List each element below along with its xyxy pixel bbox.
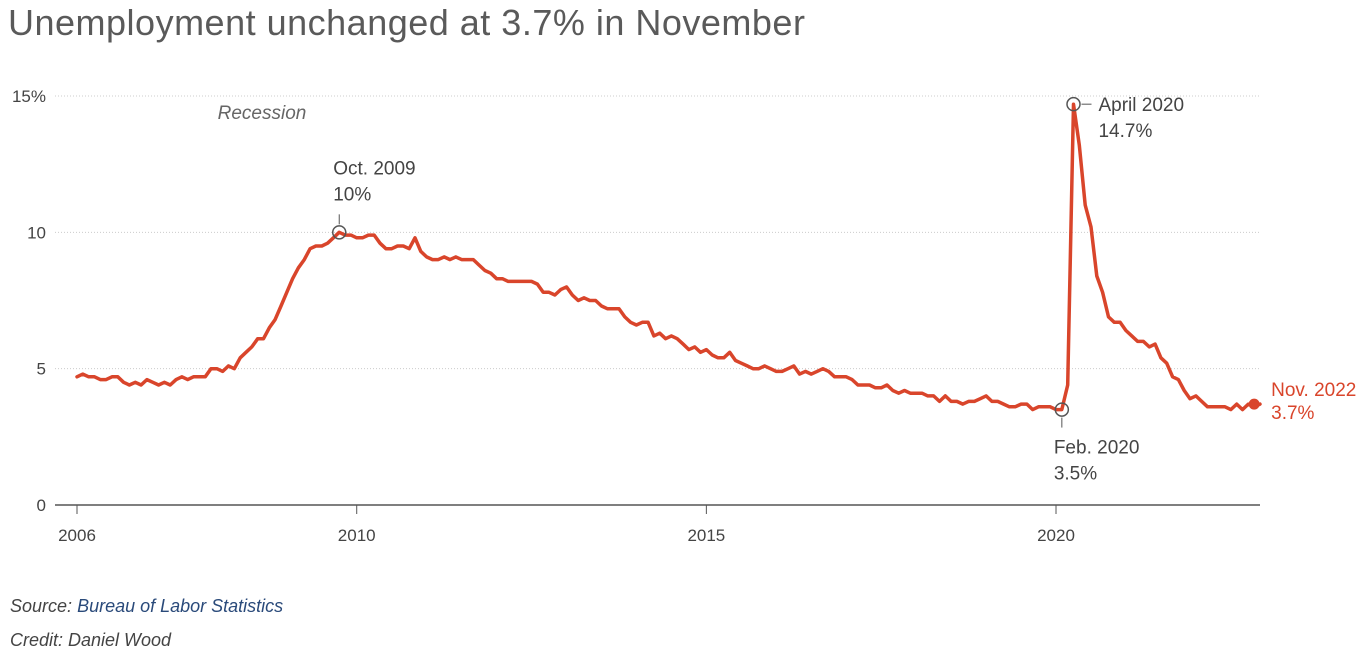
chart-title: Unemployment unchanged at 3.7% in Novemb… (8, 2, 806, 43)
source-label: Source: (10, 596, 73, 616)
y-tick-label: 0 (37, 496, 46, 515)
y-tick-label: 15% (12, 87, 46, 106)
recession-label: Recession (218, 103, 307, 124)
credit-line: Credit: Daniel Wood (10, 630, 172, 650)
annotation-value-nov-2022: 3.7% (1271, 403, 1314, 424)
annotation-label-feb-2020: Feb. 2020 (1054, 438, 1140, 459)
annotation-label-oct-2009: Oct. 2009 (333, 158, 415, 179)
unemployment-series-line (75, 102, 1262, 412)
y-tick-label: 5 (37, 360, 46, 379)
annotation-marker (1066, 96, 1081, 112)
x-tick-label: 2015 (687, 526, 725, 545)
endpoint-marker (1248, 398, 1260, 410)
source-line: Source: Bureau of Labor Statistics (10, 596, 283, 617)
annotation-value-feb-2020: 3.5% (1054, 464, 1097, 485)
annotation-label-nov-2022: Nov. 2022 (1271, 380, 1356, 401)
y-tick-label: 10 (27, 223, 46, 242)
source-link[interactable]: Bureau of Labor Statistics (77, 596, 284, 616)
annotation-marker (331, 225, 347, 240)
x-tick-label: 2010 (338, 526, 376, 545)
annotation-value-april-2020: 14.7% (1098, 121, 1152, 142)
x-tick-label: 2006 (58, 526, 96, 545)
annotation-label-april-2020: April 2020 (1098, 95, 1184, 116)
annotation-value-oct-2009: 10% (333, 184, 371, 205)
annotation-marker (1054, 402, 1070, 417)
x-tick-label: 2020 (1037, 526, 1075, 545)
